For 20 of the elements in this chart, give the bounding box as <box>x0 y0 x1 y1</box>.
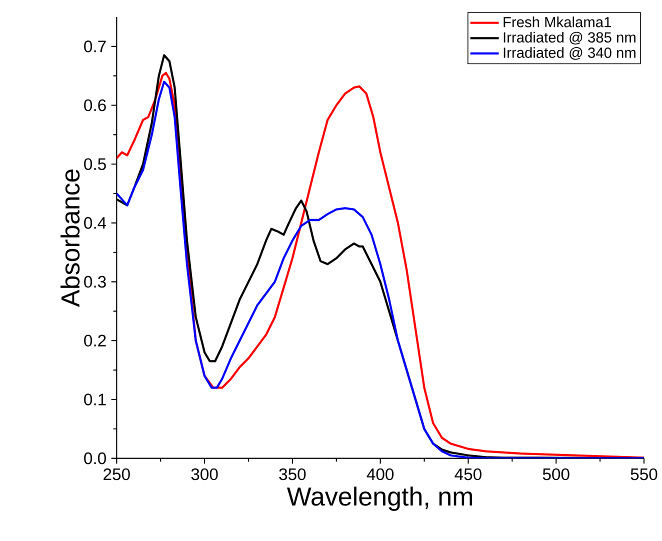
legend-label: Irradiated @ 385 nm <box>504 32 636 44</box>
x-tick-label: 400 <box>366 468 394 480</box>
y-tick-label: 0.4 <box>84 217 106 229</box>
y-tick-label: 0.5 <box>84 158 106 170</box>
x-tick-label: 450 <box>454 468 482 480</box>
x-tick-label: 300 <box>191 468 218 480</box>
legend-label: Irradiated @ 340 nm <box>504 47 636 60</box>
y-tick-label: 0.3 <box>84 276 106 288</box>
y-tick-label: 0.0 <box>84 452 106 464</box>
y-tick-label: 0.7 <box>84 40 106 52</box>
y-tick-label: 0.2 <box>84 334 106 347</box>
x-tick-label: 250 <box>104 468 130 480</box>
x-tick-label: 550 <box>630 468 658 480</box>
y-axis-title: Absorbance <box>60 169 80 307</box>
y-tick-label: 0.6 <box>84 99 106 112</box>
legend-label: Fresh Mkalama1 <box>504 16 611 28</box>
x-tick-label: 500 <box>542 468 570 480</box>
x-axis-title: Wavelength, nm <box>286 486 472 511</box>
x-tick-label: 350 <box>279 468 306 480</box>
y-tick-label: 0.1 <box>84 394 106 406</box>
